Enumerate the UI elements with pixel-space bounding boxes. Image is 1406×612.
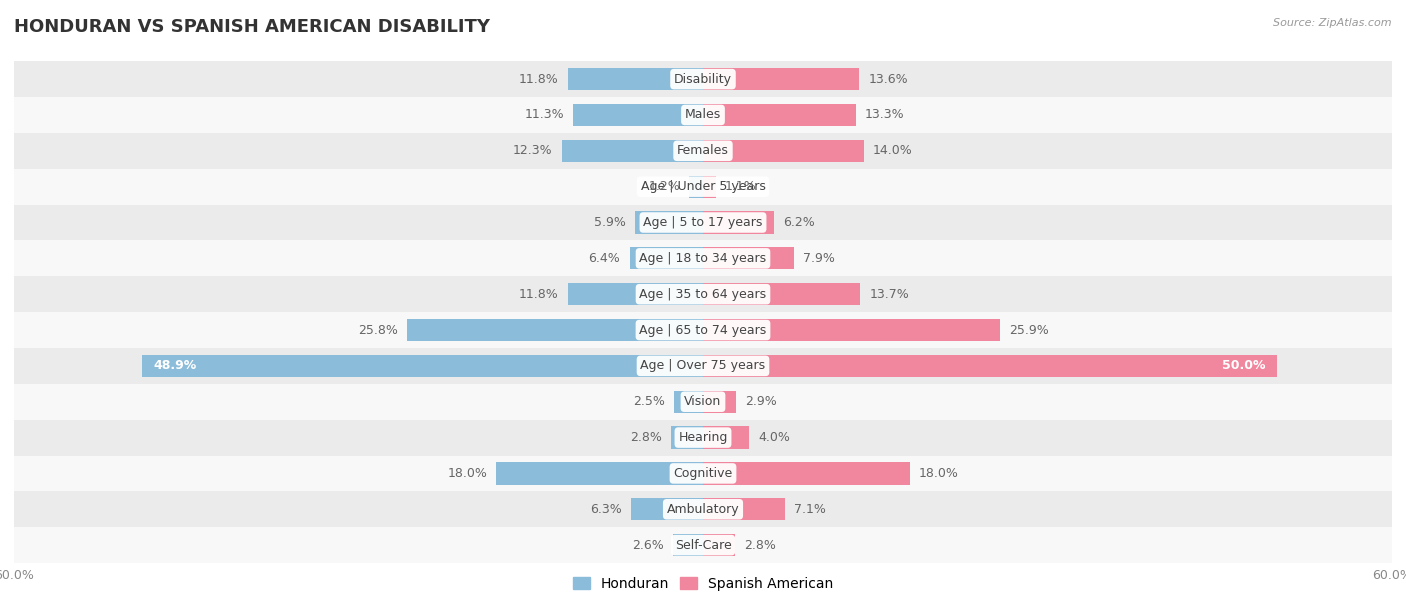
Text: 2.9%: 2.9% xyxy=(745,395,778,408)
Bar xyxy=(14,61,1392,97)
Text: Age | Over 75 years: Age | Over 75 years xyxy=(641,359,765,372)
Text: 4.0%: 4.0% xyxy=(758,431,790,444)
Text: 5.9%: 5.9% xyxy=(595,216,626,229)
Bar xyxy=(14,133,1392,169)
Bar xyxy=(496,462,703,485)
Text: 25.8%: 25.8% xyxy=(357,324,398,337)
Bar xyxy=(142,355,703,377)
Text: 1.1%: 1.1% xyxy=(725,180,756,193)
Text: Age | 65 to 74 years: Age | 65 to 74 years xyxy=(640,324,766,337)
Text: 13.7%: 13.7% xyxy=(869,288,910,300)
Text: 50.0%: 50.0% xyxy=(1222,359,1265,372)
Bar xyxy=(562,140,703,162)
Text: Age | 18 to 34 years: Age | 18 to 34 years xyxy=(640,252,766,265)
Bar xyxy=(14,241,1392,276)
Text: 48.9%: 48.9% xyxy=(153,359,197,372)
Bar xyxy=(703,283,860,305)
Text: 11.8%: 11.8% xyxy=(519,73,558,86)
Text: 25.9%: 25.9% xyxy=(1010,324,1049,337)
Bar xyxy=(631,498,703,520)
Text: 6.4%: 6.4% xyxy=(589,252,620,265)
Bar xyxy=(703,390,737,413)
Bar xyxy=(14,348,1392,384)
Bar xyxy=(703,247,794,269)
Bar xyxy=(14,491,1392,527)
Bar xyxy=(703,462,910,485)
Bar xyxy=(671,427,703,449)
Bar xyxy=(14,455,1392,491)
Text: Hearing: Hearing xyxy=(678,431,728,444)
Bar xyxy=(568,283,703,305)
Text: Vision: Vision xyxy=(685,395,721,408)
Bar xyxy=(14,276,1392,312)
Bar xyxy=(703,319,1001,341)
Text: HONDURAN VS SPANISH AMERICAN DISABILITY: HONDURAN VS SPANISH AMERICAN DISABILITY xyxy=(14,18,491,36)
Bar xyxy=(636,211,703,234)
Text: 18.0%: 18.0% xyxy=(447,467,486,480)
Bar xyxy=(14,312,1392,348)
Bar xyxy=(14,384,1392,420)
Text: Source: ZipAtlas.com: Source: ZipAtlas.com xyxy=(1274,18,1392,28)
Text: Age | 35 to 64 years: Age | 35 to 64 years xyxy=(640,288,766,300)
Text: Ambulatory: Ambulatory xyxy=(666,503,740,516)
Text: 7.1%: 7.1% xyxy=(794,503,825,516)
Bar xyxy=(630,247,703,269)
Text: Age | 5 to 17 years: Age | 5 to 17 years xyxy=(644,216,762,229)
Text: 2.5%: 2.5% xyxy=(633,395,665,408)
Text: Age | Under 5 years: Age | Under 5 years xyxy=(641,180,765,193)
Text: Self-Care: Self-Care xyxy=(675,539,731,551)
Bar xyxy=(703,68,859,90)
Bar xyxy=(14,204,1392,241)
Text: 12.3%: 12.3% xyxy=(513,144,553,157)
Text: 2.6%: 2.6% xyxy=(633,539,664,551)
Bar xyxy=(703,534,735,556)
Bar xyxy=(703,498,785,520)
Bar xyxy=(14,420,1392,455)
Bar xyxy=(689,176,703,198)
Text: 18.0%: 18.0% xyxy=(920,467,959,480)
Bar xyxy=(703,176,716,198)
Bar xyxy=(703,427,749,449)
Bar xyxy=(703,140,863,162)
Text: 11.3%: 11.3% xyxy=(524,108,564,121)
Text: Females: Females xyxy=(678,144,728,157)
Text: Males: Males xyxy=(685,108,721,121)
Text: 14.0%: 14.0% xyxy=(873,144,912,157)
Bar xyxy=(14,169,1392,204)
Bar xyxy=(675,390,703,413)
Legend: Honduran, Spanish American: Honduran, Spanish American xyxy=(567,571,839,596)
Text: 6.2%: 6.2% xyxy=(783,216,815,229)
Bar xyxy=(14,97,1392,133)
Text: 7.9%: 7.9% xyxy=(803,252,835,265)
Bar xyxy=(673,534,703,556)
Text: 13.6%: 13.6% xyxy=(869,73,908,86)
Bar xyxy=(574,104,703,126)
Bar xyxy=(703,104,856,126)
Bar xyxy=(568,68,703,90)
Bar xyxy=(14,527,1392,563)
Text: 13.3%: 13.3% xyxy=(865,108,904,121)
Bar xyxy=(703,211,775,234)
Text: 11.8%: 11.8% xyxy=(519,288,558,300)
Text: 2.8%: 2.8% xyxy=(630,431,662,444)
Bar xyxy=(703,355,1277,377)
Text: 6.3%: 6.3% xyxy=(589,503,621,516)
Text: 1.2%: 1.2% xyxy=(648,180,681,193)
Text: Cognitive: Cognitive xyxy=(673,467,733,480)
Text: 2.8%: 2.8% xyxy=(744,539,776,551)
Text: Disability: Disability xyxy=(673,73,733,86)
Bar xyxy=(406,319,703,341)
